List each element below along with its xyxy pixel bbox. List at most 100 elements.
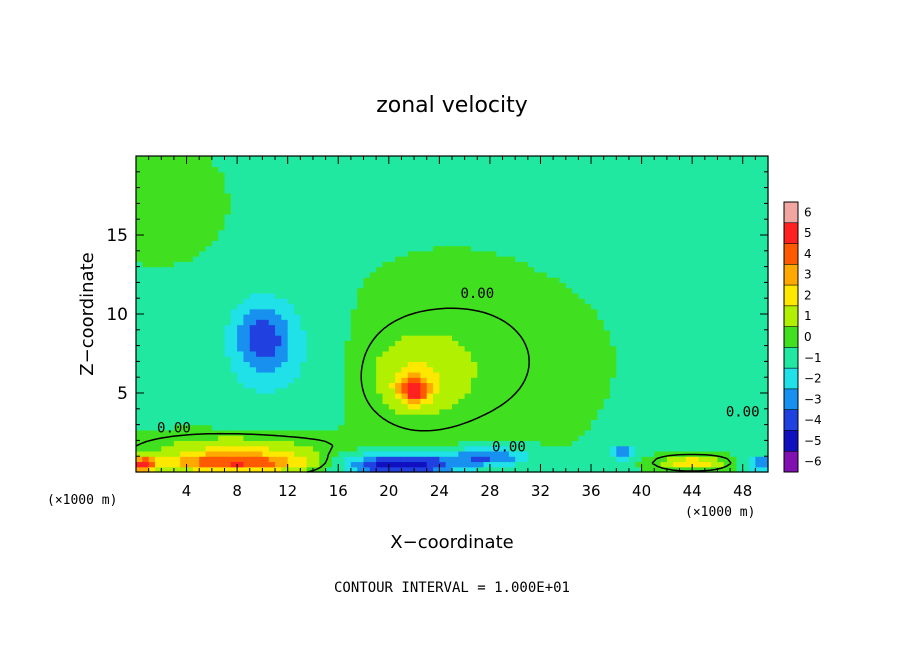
heatmap-cell xyxy=(553,182,561,189)
heatmap-cell xyxy=(148,445,156,452)
heatmap-cell xyxy=(142,345,150,352)
heatmap-cell xyxy=(477,335,485,341)
heatmap-cell xyxy=(287,224,295,231)
heatmap-cell xyxy=(173,271,181,278)
heatmap-cell xyxy=(433,203,440,210)
heatmap-cell xyxy=(489,440,497,447)
heatmap-cell xyxy=(199,461,207,468)
heatmap-cell xyxy=(180,208,188,215)
heatmap-cell xyxy=(521,298,529,305)
heatmap-cell xyxy=(540,166,548,173)
heatmap-cell xyxy=(312,387,320,394)
heatmap-cell xyxy=(616,292,624,299)
heatmap-cell xyxy=(489,340,497,347)
heatmap-cell xyxy=(584,298,592,305)
heatmap-cell xyxy=(426,345,434,352)
heatmap-cell xyxy=(654,171,662,178)
heatmap-cell xyxy=(338,466,346,473)
heatmap-cell xyxy=(496,171,504,178)
heatmap-cell xyxy=(584,408,592,415)
heatmap-cell xyxy=(521,271,529,278)
heatmap-cell xyxy=(357,256,365,262)
heatmap-cell xyxy=(344,450,352,457)
heatmap-cell xyxy=(344,245,352,252)
heatmap-cell xyxy=(515,445,523,452)
heatmap-cell xyxy=(319,271,327,278)
heatmap-cell xyxy=(281,303,289,310)
heatmap-cell xyxy=(369,419,377,426)
heatmap-cell xyxy=(363,261,371,268)
heatmap-cell xyxy=(243,414,251,420)
heatmap-cell xyxy=(148,156,156,162)
heatmap-cell xyxy=(211,377,219,384)
heatmap-cell xyxy=(161,161,169,168)
heatmap-cell xyxy=(521,266,529,273)
heatmap-cell xyxy=(167,240,175,247)
heatmap-cell xyxy=(610,329,617,336)
heatmap-cell xyxy=(553,192,561,199)
heatmap-cell xyxy=(641,198,649,204)
heatmap-cell xyxy=(256,235,263,241)
heatmap-cell xyxy=(224,371,232,378)
heatmap-cell xyxy=(161,308,169,315)
heatmap-cell xyxy=(477,356,485,362)
heatmap-cell xyxy=(445,156,453,162)
heatmap-cell xyxy=(249,393,257,399)
heatmap-cell xyxy=(565,393,573,399)
heatmap-cell xyxy=(489,303,497,310)
heatmap-cell xyxy=(142,277,150,283)
heatmap-cell xyxy=(452,377,459,384)
heatmap-cell xyxy=(249,166,257,173)
heatmap-cell xyxy=(319,213,327,220)
heatmap-cell xyxy=(382,208,390,215)
heatmap-cell xyxy=(136,277,143,283)
heatmap-cell xyxy=(496,371,504,378)
heatmap-cell xyxy=(395,340,403,347)
heatmap-cell xyxy=(388,450,396,457)
heatmap-cell xyxy=(559,377,567,384)
heatmap-cell xyxy=(452,324,459,331)
heatmap-cell xyxy=(559,161,567,168)
heatmap-cell xyxy=(426,340,434,347)
heatmap-cell xyxy=(192,282,200,289)
heatmap-cell xyxy=(142,240,150,247)
heatmap-cell xyxy=(407,450,415,457)
heatmap-cell xyxy=(540,414,548,420)
heatmap-cell xyxy=(312,361,320,368)
heatmap-cell xyxy=(603,166,611,173)
heatmap-cell xyxy=(268,456,276,463)
heatmap-cell xyxy=(521,182,529,189)
heatmap-cell xyxy=(584,282,592,289)
heatmap-cell xyxy=(508,361,516,368)
heatmap-cell xyxy=(477,192,485,199)
heatmap-cell xyxy=(521,361,529,368)
heatmap-cell xyxy=(610,414,617,420)
heatmap-cell xyxy=(218,271,226,278)
heatmap-cell xyxy=(173,408,181,415)
heatmap-cell xyxy=(325,308,333,315)
heatmap-cell xyxy=(186,340,194,347)
heatmap-cell xyxy=(350,403,358,410)
heatmap-cell xyxy=(559,445,567,452)
heatmap-cell xyxy=(489,182,497,189)
heatmap-cell xyxy=(426,177,434,183)
heatmap-cell xyxy=(142,445,150,452)
heatmap-cell xyxy=(262,419,270,426)
heatmap-cell xyxy=(249,192,257,199)
heatmap-cell xyxy=(647,466,655,473)
heatmap-cell xyxy=(388,219,396,226)
heatmap-cell xyxy=(470,287,478,294)
heatmap-cell xyxy=(306,261,314,268)
heatmap-cell xyxy=(237,266,245,273)
heatmap-cell xyxy=(268,224,276,231)
heatmap-cell xyxy=(414,277,421,283)
heatmap-cell xyxy=(180,250,188,257)
heatmap-cell xyxy=(173,224,181,231)
heatmap-cell xyxy=(338,382,346,389)
heatmap-cell xyxy=(338,187,346,194)
heatmap-cell xyxy=(483,171,491,178)
heatmap-cell xyxy=(363,335,371,341)
heatmap-cell xyxy=(395,298,403,305)
heatmap-cell xyxy=(553,219,561,226)
heatmap-cell xyxy=(433,192,440,199)
